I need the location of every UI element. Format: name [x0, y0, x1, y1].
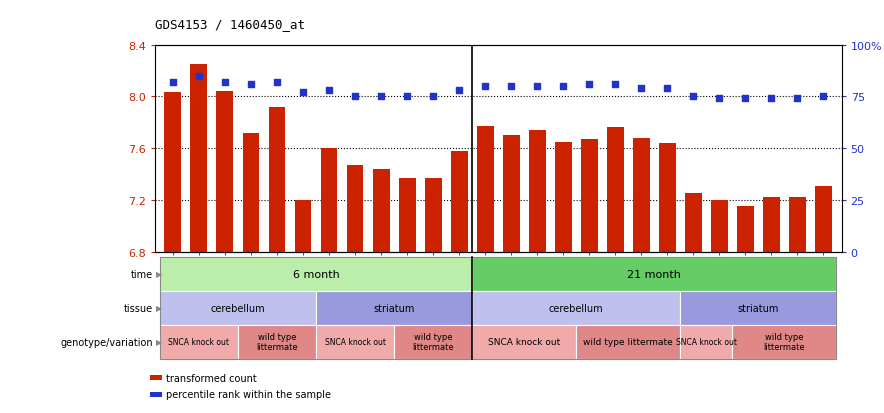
Bar	[711, 200, 728, 252]
Bar	[659, 144, 675, 252]
Point	[634, 85, 648, 92]
Bar	[737, 207, 754, 252]
Text: ▶: ▶	[156, 270, 163, 279]
Point	[713, 96, 727, 102]
Bar	[424, 178, 441, 252]
Bar	[294, 200, 311, 252]
Text: SNCA knock out: SNCA knock out	[488, 337, 560, 347]
Point	[217, 79, 232, 86]
Bar	[217, 92, 233, 252]
Bar	[789, 198, 806, 252]
Bar	[503, 136, 520, 252]
Bar	[476, 127, 493, 252]
Text: cerebellum: cerebellum	[549, 303, 604, 313]
Text: transformed count: transformed count	[166, 373, 257, 383]
Point	[816, 94, 830, 100]
Bar	[451, 151, 468, 252]
Bar	[606, 128, 624, 252]
Text: striatum: striatum	[373, 303, 415, 313]
Point	[738, 96, 752, 102]
Text: SNCA knock out: SNCA knock out	[675, 337, 736, 347]
Point	[608, 81, 622, 88]
Bar	[529, 131, 545, 252]
Bar	[685, 194, 702, 252]
Bar	[555, 142, 572, 252]
Bar	[815, 186, 832, 252]
Bar	[372, 169, 390, 252]
Text: 6 month: 6 month	[293, 269, 339, 279]
Text: time: time	[131, 269, 153, 279]
Bar	[164, 93, 181, 252]
Bar	[399, 178, 415, 252]
Point	[452, 88, 466, 94]
Text: tissue: tissue	[124, 303, 153, 313]
Point	[556, 83, 570, 90]
Point	[270, 79, 284, 86]
Text: genotype/variation: genotype/variation	[60, 337, 153, 347]
Point	[400, 94, 414, 100]
Text: striatum: striatum	[737, 303, 779, 313]
Bar	[763, 198, 780, 252]
Bar	[269, 107, 286, 252]
Bar	[190, 65, 208, 252]
Text: wild type littermate: wild type littermate	[583, 337, 673, 347]
Bar	[321, 149, 338, 252]
Point	[530, 83, 545, 90]
Text: GDS4153 / 1460450_at: GDS4153 / 1460450_at	[155, 18, 305, 31]
Point	[765, 96, 779, 102]
Point	[660, 85, 674, 92]
Bar	[242, 133, 259, 252]
Text: ▶: ▶	[156, 337, 163, 347]
Point	[478, 83, 492, 90]
Point	[166, 79, 180, 86]
Point	[790, 96, 804, 102]
Bar	[633, 138, 650, 252]
Bar	[347, 166, 363, 252]
Point	[426, 94, 440, 100]
Point	[296, 90, 310, 96]
Point	[504, 83, 518, 90]
Text: ▶: ▶	[156, 304, 163, 313]
Text: wild type
littermate: wild type littermate	[412, 332, 453, 351]
Point	[374, 94, 388, 100]
Text: SNCA knock out: SNCA knock out	[324, 337, 385, 347]
Text: wild type
littermate: wild type littermate	[764, 332, 805, 351]
Text: 21 month: 21 month	[628, 269, 682, 279]
Point	[348, 94, 362, 100]
Point	[583, 81, 597, 88]
Text: wild type
littermate: wild type littermate	[256, 332, 298, 351]
Point	[322, 88, 336, 94]
Bar	[581, 140, 598, 252]
Text: cerebellum: cerebellum	[210, 303, 265, 313]
Point	[686, 94, 700, 100]
Point	[244, 81, 258, 88]
Text: percentile rank within the sample: percentile rank within the sample	[166, 389, 332, 399]
Text: SNCA knock out: SNCA knock out	[169, 337, 230, 347]
Point	[192, 73, 206, 80]
